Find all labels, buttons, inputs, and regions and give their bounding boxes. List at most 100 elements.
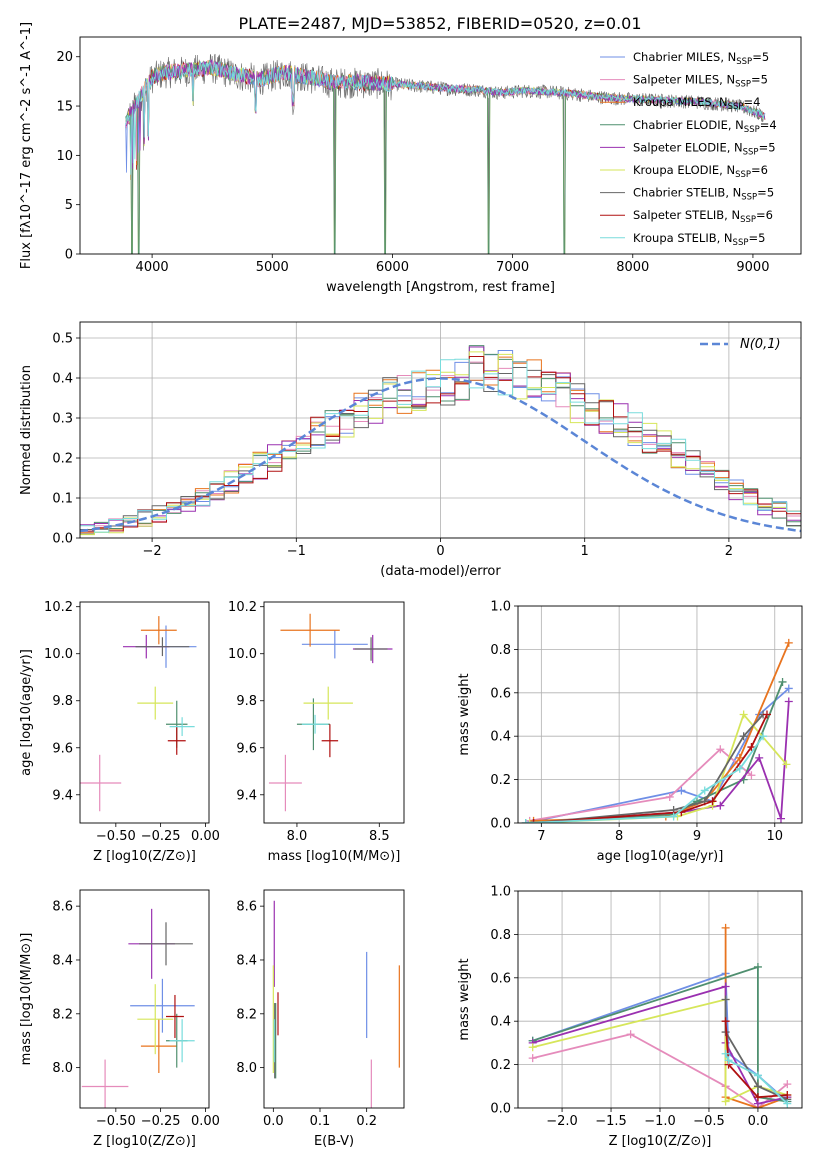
weight-marker: [776, 814, 785, 823]
error-bar-point: [303, 686, 353, 720]
weight-marker: [528, 1054, 537, 1063]
error-bar-point: [354, 637, 388, 661]
y-tick-label: 9.8: [236, 694, 257, 709]
legend-nssp-value: 6: [766, 208, 773, 222]
x-tick-label: 0.1: [310, 1114, 331, 1129]
x-tick-label: 9000: [736, 260, 769, 275]
y-tick-label: 15: [56, 100, 73, 115]
legend-nssp-sub: SSP: [728, 102, 744, 112]
legend-nssp-eq: =: [756, 208, 766, 222]
x-tick-label: 0: [436, 544, 444, 559]
error-bar-point: [301, 630, 368, 659]
weight-marker: [753, 962, 762, 971]
error-bar-point: [167, 726, 186, 755]
axes-frame: [263, 889, 405, 1109]
chart-age-vs-mass: 8.0 8.5 9.4 9.6 9.8 10.0 10.2 mass [log10(M/M⊙)…: [228, 600, 405, 864]
weight-marker: [721, 1017, 730, 1026]
x-axis-label: Z [log10(Z/Z⊙)]: [609, 1134, 712, 1149]
weight-marker: [528, 1043, 537, 1052]
legend-nssp-sub: SSP: [744, 125, 760, 135]
y-tick-label: 0.2: [490, 773, 511, 788]
histogram-series: [80, 362, 801, 530]
plot-area: [80, 322, 801, 538]
weight-marker: [626, 1030, 635, 1039]
x-axis-label: (data-model)/error: [380, 564, 501, 579]
axes-frame: [79, 601, 210, 824]
y-tick-label: 8.6: [52, 900, 73, 915]
x-tick-label: −2.0: [546, 1114, 578, 1129]
legend-series-name: Chabrier ELODIE: [633, 118, 728, 132]
legend-nssp-sub: SSP: [736, 57, 752, 67]
error-bar-point: [140, 616, 177, 645]
legend-nssp-value: 6: [761, 163, 768, 177]
y-tick-label: 8.6: [236, 900, 257, 915]
axes-frame: [263, 601, 405, 824]
spectrum-line: [125, 60, 765, 175]
weight-marker: [669, 812, 678, 821]
x-axis-label: Z [log10(Z/Z⊙)]: [93, 849, 196, 864]
x-tick-label: 7000: [496, 260, 529, 275]
weight-marker: [716, 745, 725, 754]
y-tick-label: 0.5: [52, 332, 73, 347]
legend-label: Kroupa MILES, NSSP=4: [633, 95, 760, 112]
chart-spectrum: 4000 5000 6000 7000 8000 9000 0 5 10 15 20 waveleng…: [19, 22, 802, 295]
x-tick-label: 10: [766, 829, 783, 844]
y-tick-label: 9.8: [52, 694, 73, 709]
chart-mass-vs-Z: −0.50 −0.25 0.00 8.0 8.2 8.4 8.6 Z [log10(Z/Z⊙)…: [19, 889, 220, 1149]
legend-series-name: Salpeter STELIB: [633, 208, 724, 222]
x-axis-label: E(B-V): [314, 1134, 354, 1149]
y-axis-label: mass weight: [457, 673, 472, 755]
y-tick-label: 0: [65, 248, 73, 263]
y-tick-label: 10.0: [44, 647, 73, 662]
legend-series-name: Kroupa ELODIE: [633, 163, 719, 177]
chart-weight-vs-Z: −2.0 −1.5 −1.0 −0.5 0.0 0.0 0.2 0.4 0.6 0.8 1.0 Z […: [457, 885, 803, 1149]
legend-label: Chabrier MILES, NSSP=5: [633, 50, 769, 67]
x-tick-label: 0.2: [356, 1114, 377, 1129]
legend-series-name: Chabrier MILES: [633, 50, 720, 64]
weight-marker: [762, 710, 771, 719]
x-tick-label: −0.5: [693, 1114, 725, 1129]
weight-marker: [721, 1049, 730, 1058]
y-tick-label: 10.2: [44, 600, 73, 615]
error-bar-point: [135, 637, 190, 657]
legend-nssp-eq: =: [743, 95, 753, 109]
y-tick-label: 0.4: [490, 1015, 511, 1030]
legend-nssp-label: , N: [725, 186, 741, 200]
plot-area: [272, 900, 400, 1108]
weight-marker: [700, 786, 709, 795]
y-tick-label: 5: [65, 198, 73, 213]
figure-title: PLATE=2487, MJD=53852, FIBERID=0520, z=0…: [238, 14, 641, 33]
legend-label: Chabrier ELODIE, NSSP=4: [633, 118, 777, 135]
legend-nssp-eq: =: [751, 73, 761, 87]
x-tick-label: 0.00: [191, 1114, 220, 1129]
error-bar-point: [268, 754, 302, 812]
x-tick-label: 9: [693, 829, 701, 844]
legend-nssp-eq: =: [751, 163, 761, 177]
legend-series-name: Kroupa STELIB: [633, 231, 717, 245]
legend-nssp-value: 5: [762, 50, 769, 64]
x-tick-label: −2: [143, 544, 162, 559]
y-tick-label: 8.4: [236, 953, 257, 968]
weight-marker: [677, 786, 686, 795]
legend-nssp-eq: =: [757, 186, 767, 200]
y-tick-label: 0.8: [490, 928, 511, 943]
error-bar-point: [169, 717, 195, 737]
histogram-series: [80, 358, 801, 533]
legend-nssp-sub: SSP: [743, 147, 759, 157]
y-tick-label: 0.0: [490, 1102, 511, 1117]
error-bar-point: [301, 714, 329, 734]
weight-marker: [784, 638, 793, 647]
legend-label: N(0,1): [740, 337, 781, 352]
legend-nssp-value: 4: [753, 95, 760, 109]
y-axis-label: Normed distribution: [19, 365, 34, 495]
error-bar-point: [169, 1019, 195, 1063]
legend-nssp-eq: =: [748, 231, 758, 245]
x-tick-label: 6000: [376, 260, 409, 275]
y-axis-label: mass [log10(M/M⊙)]: [19, 933, 34, 1066]
weight-marker: [525, 819, 534, 823]
legend-nssp-sub: SSP: [733, 238, 749, 248]
legend-nssp-sub: SSP: [740, 215, 756, 225]
y-tick-label: 0.0: [490, 817, 511, 832]
weight-marker: [739, 710, 748, 719]
